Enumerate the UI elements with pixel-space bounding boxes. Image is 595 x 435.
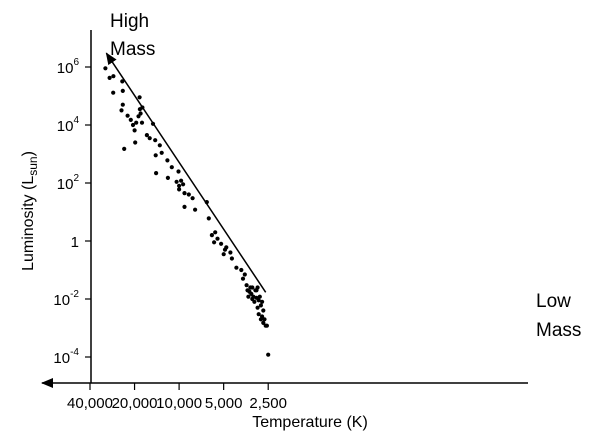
- data-point: [154, 171, 159, 176]
- data-point: [215, 236, 220, 241]
- high-mass-label-line2: Mass: [110, 39, 155, 60]
- data-point: [229, 256, 234, 261]
- y-axis-title-main: Luminosity (L: [20, 176, 37, 271]
- data-point: [242, 272, 247, 277]
- data-point: [239, 267, 244, 273]
- data-point: [165, 175, 170, 180]
- data-point: [119, 108, 124, 113]
- data-point: [103, 66, 108, 71]
- low-mass-label-line1: Low: [536, 291, 571, 312]
- data-point: [153, 138, 158, 143]
- x-tick-label: 20,000: [112, 395, 158, 412]
- data-point: [255, 305, 260, 310]
- data-point: [107, 75, 112, 80]
- y-axis-ticks: 106 104 102 1 10-2 10-4: [53, 57, 91, 367]
- data-point: [111, 90, 116, 95]
- data-point: [144, 133, 149, 138]
- data-point: [139, 120, 145, 125]
- y-tick-label: 104: [57, 115, 80, 135]
- data-point: [153, 153, 158, 158]
- data-point: [137, 95, 142, 100]
- data-points: [103, 66, 271, 357]
- x-axis-title: Temperature (K): [252, 414, 368, 431]
- data-point: [228, 250, 233, 255]
- data-point: [111, 74, 116, 79]
- data-point: [190, 196, 195, 201]
- data-point: [219, 241, 224, 246]
- data-point: [128, 117, 133, 122]
- data-point: [132, 128, 137, 133]
- data-point: [255, 285, 260, 290]
- data-point: [169, 165, 174, 170]
- data-point: [213, 230, 218, 235]
- y-axis-title-sub: sun: [26, 156, 40, 175]
- data-point: [256, 312, 261, 317]
- y-tick-label: 10-4: [53, 347, 79, 367]
- data-point: [266, 352, 271, 357]
- data-point: [147, 136, 152, 141]
- data-point: [182, 191, 187, 196]
- data-point: [246, 294, 251, 299]
- data-point: [256, 298, 261, 303]
- data-point: [177, 187, 182, 192]
- y-axis-title: Luminosity (Lsun): [20, 151, 40, 271]
- x-tick-label: 10,000: [156, 395, 202, 412]
- data-point: [176, 169, 181, 174]
- data-point: [260, 314, 265, 319]
- data-point: [120, 102, 125, 107]
- data-point: [181, 182, 186, 187]
- data-point: [204, 200, 209, 205]
- low-mass-label-line2: Mass: [536, 320, 581, 341]
- data-point: [177, 183, 182, 188]
- data-point: [150, 121, 156, 126]
- data-point: [252, 299, 257, 304]
- mass-trend-arrow: [105, 52, 267, 293]
- data-point: [257, 294, 262, 299]
- data-point: [212, 240, 217, 245]
- data-point: [138, 111, 143, 116]
- data-point: [140, 105, 145, 110]
- data-point: [209, 233, 214, 238]
- y-tick-label: 1: [71, 234, 79, 251]
- x-tick-label: 2,500: [249, 395, 287, 412]
- data-point: [193, 207, 198, 212]
- y-tick-label: 10-2: [53, 289, 79, 309]
- data-point: [157, 143, 162, 148]
- data-point: [264, 323, 269, 328]
- data-point: [262, 317, 267, 322]
- data-point: [130, 122, 136, 128]
- x-tick-label: 5,000: [205, 395, 243, 412]
- high-mass-label-line1: High: [110, 11, 149, 32]
- data-point: [261, 320, 266, 325]
- data-point: [125, 113, 130, 118]
- data-point: [234, 265, 239, 270]
- y-tick-label: 106: [57, 57, 80, 77]
- data-point: [120, 79, 125, 84]
- data-point: [250, 285, 255, 290]
- x-tick-label: 40,000: [67, 395, 113, 412]
- data-point: [174, 179, 179, 184]
- data-point: [244, 283, 249, 288]
- data-point: [221, 252, 226, 257]
- data-point: [182, 204, 187, 209]
- data-point: [260, 299, 265, 304]
- data-point: [165, 158, 170, 163]
- data-point: [261, 308, 266, 313]
- y-axis-title-close: ): [20, 151, 37, 156]
- data-point: [134, 120, 139, 125]
- data-point: [122, 146, 127, 151]
- data-point: [224, 245, 229, 250]
- data-point: [179, 178, 184, 183]
- data-point: [159, 150, 164, 155]
- data-point: [133, 140, 138, 145]
- y-tick-label: 102: [57, 173, 80, 193]
- data-point: [186, 192, 191, 197]
- data-point: [206, 216, 211, 221]
- data-point: [120, 88, 125, 93]
- data-point: [258, 303, 263, 308]
- data-point: [240, 276, 246, 281]
